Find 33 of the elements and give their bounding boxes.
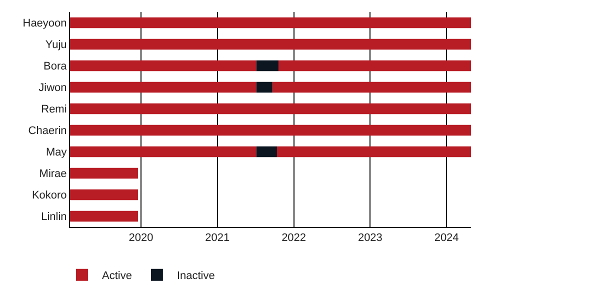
y-tick-label: Mirae: [39, 168, 67, 180]
bar: [70, 103, 471, 114]
x-tick-label: 2023: [358, 232, 382, 244]
y-tick-label: Remi: [41, 104, 67, 116]
legend-label: Inactive: [176, 270, 215, 282]
bar: [256, 60, 279, 72]
y-tick-label: May: [46, 146, 68, 159]
bar: [272, 82, 471, 93]
bar: [278, 60, 471, 72]
legend-label: Active: [102, 270, 132, 282]
bar: [70, 82, 256, 93]
bar: [70, 210, 138, 222]
y-tick-label: Haeyoon: [22, 18, 67, 30]
bar: [70, 38, 471, 50]
x-tick-label: 2020: [128, 232, 154, 244]
bar: [70, 124, 471, 136]
bar: [70, 168, 138, 179]
y-tick-label: Jiwon: [38, 82, 67, 94]
bar: [256, 146, 277, 158]
bar: [70, 17, 471, 28]
y-tick-label: Chaerin: [28, 125, 67, 138]
bar: [70, 189, 138, 200]
x-tick-label: 2022: [282, 232, 306, 244]
y-tick-label: Yuju: [45, 39, 67, 52]
y-tick-label: Bora: [44, 60, 68, 73]
bar: [70, 146, 256, 158]
bar: [276, 146, 471, 158]
x-tick-label: 2021: [205, 232, 230, 244]
bar: [70, 60, 256, 72]
y-tick-label: Linlin: [41, 211, 67, 224]
x-tick-label: 2024: [434, 232, 459, 244]
y-tick-label: Kokoro: [32, 190, 67, 202]
bar: [256, 82, 272, 93]
